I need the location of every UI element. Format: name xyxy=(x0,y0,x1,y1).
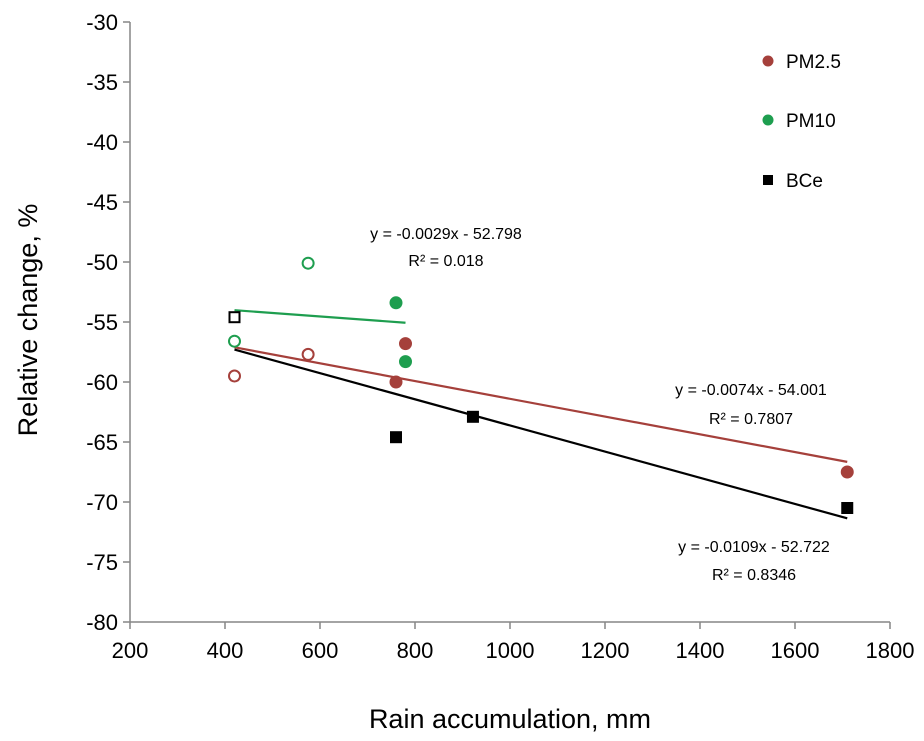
legend-marker-bce xyxy=(763,175,773,185)
y-tick-label: -50 xyxy=(86,250,118,275)
point-pm10 xyxy=(301,256,315,270)
y-tick-label: -30 xyxy=(86,10,118,35)
trendline-pm10 xyxy=(234,309,406,324)
point-bce xyxy=(466,410,479,423)
y-tick-label: -45 xyxy=(86,190,118,215)
y-tick-label: -65 xyxy=(86,430,118,455)
trendlines xyxy=(234,309,848,520)
x-tick-label: 1600 xyxy=(771,638,820,663)
legend-label-pm25: PM2.5 xyxy=(786,52,841,73)
trendline-equation: y = -0.0029x - 52.798 xyxy=(370,226,522,243)
x-tick-label: 800 xyxy=(397,638,434,663)
point-pm25 xyxy=(301,347,315,361)
point-bce xyxy=(390,431,402,444)
y-tick-label: -40 xyxy=(86,130,118,155)
trendline-pm25 xyxy=(234,346,848,463)
x-axis-ticks: 200 400 600 800 1000 1200 1400 1600 1800 xyxy=(112,622,915,663)
y-tick-label: -60 xyxy=(86,370,118,395)
y-axis-title: Relative change, % xyxy=(13,204,43,437)
x-tick-label: 1200 xyxy=(581,638,630,663)
y-tick-label: -35 xyxy=(86,70,118,95)
point-bce xyxy=(228,311,241,324)
point-pm10 xyxy=(399,355,412,369)
legend-label-pm10: PM10 xyxy=(786,111,836,132)
trendline-r2: R² = 0.7807 xyxy=(709,411,793,428)
legend-label-bce: BCe xyxy=(786,171,823,192)
y-tick-label: -80 xyxy=(86,610,118,635)
x-tick-label: 1000 xyxy=(486,638,535,663)
x-tick-label: 400 xyxy=(207,638,244,663)
trendline-annotations: y = -0.0074x - 54.001 R² = 0.7807 y = -0.0… xyxy=(370,226,830,584)
trendline-equation: y = -0.0109x - 52.722 xyxy=(678,539,830,556)
x-tick-label: 1400 xyxy=(676,638,725,663)
trendline-equation: y = -0.0074x - 54.001 xyxy=(675,382,827,399)
x-tick-label: 200 xyxy=(112,638,149,663)
trendline-r2: R² = 0.8346 xyxy=(712,567,796,584)
point-pm10 xyxy=(389,296,403,310)
axes xyxy=(129,22,890,623)
y-tick-label: -55 xyxy=(86,310,118,335)
y-tick-label: -75 xyxy=(86,550,118,575)
x-tick-label: 1800 xyxy=(866,638,915,663)
x-axis-title: Rain accumulation, mm xyxy=(369,704,651,734)
trendline-r2: R² = 0.018 xyxy=(408,253,483,270)
trendline-bce xyxy=(234,348,848,520)
y-axis-ticks: -30 -35 -40 -45 -50 -55 -60 -65 -70 -75 -80 xyxy=(86,10,130,635)
point-pm25 xyxy=(228,369,241,383)
point-pm25 xyxy=(389,375,403,389)
data-points xyxy=(228,256,854,514)
legend: PM2.5 PM10 BCe xyxy=(762,52,841,192)
y-tick-label: -70 xyxy=(86,490,118,515)
point-pm25 xyxy=(840,465,854,479)
legend-marker-pm10 xyxy=(762,114,774,126)
x-tick-label: 600 xyxy=(302,638,339,663)
legend-marker-pm25 xyxy=(762,55,774,67)
point-bce xyxy=(841,502,854,514)
point-pm25 xyxy=(399,337,412,351)
point-pm10 xyxy=(228,334,241,348)
